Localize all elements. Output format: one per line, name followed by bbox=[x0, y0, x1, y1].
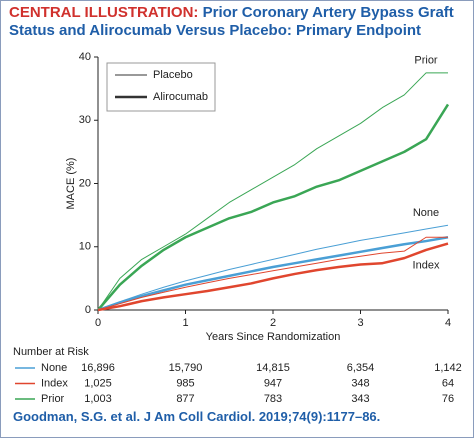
risk-value: 348 bbox=[351, 377, 369, 389]
series-line bbox=[97, 236, 449, 312]
risk-row-label: None bbox=[41, 362, 67, 374]
legend-label: Placebo bbox=[153, 69, 193, 81]
x-tick-label: 2 bbox=[270, 317, 276, 329]
risk-value: 15,790 bbox=[169, 362, 203, 374]
title-text: Prior Coronary Artery Bypass Graft Statu… bbox=[9, 4, 454, 39]
y-tick-label: 10 bbox=[79, 241, 91, 253]
y-tick-label: 0 bbox=[85, 304, 91, 316]
x-tick-label: 0 bbox=[95, 317, 101, 329]
risk-value: 6,354 bbox=[347, 362, 375, 374]
citation: Goodman, S.G. et al. J Am Coll Cardiol. … bbox=[13, 409, 381, 424]
line-label: Index bbox=[413, 259, 440, 271]
title: CENTRAL ILLUSTRATION: Prior Coronary Art… bbox=[9, 4, 465, 40]
risk-value: 1,142 bbox=[434, 362, 462, 374]
risk-value: 985 bbox=[176, 377, 194, 389]
x-tick-label: 1 bbox=[182, 317, 188, 329]
risk-value: 1,025 bbox=[84, 377, 112, 389]
risk-row-label: Prior bbox=[41, 393, 65, 405]
risk-value: 947 bbox=[264, 377, 282, 389]
x-axis-label: Years Since Randomization bbox=[206, 331, 341, 343]
line-label: None bbox=[413, 207, 439, 219]
line-label: Prior bbox=[414, 55, 438, 67]
risk-row-label: Index bbox=[41, 377, 68, 389]
risk-value: 16,896 bbox=[81, 362, 115, 374]
risk-value: 343 bbox=[351, 393, 369, 405]
risk-value: 1,003 bbox=[84, 393, 112, 405]
y-axis-label: MACE (%) bbox=[65, 158, 77, 210]
series-line bbox=[97, 224, 449, 311]
risk-value: 76 bbox=[442, 393, 454, 405]
risk-table-title: Number at Risk bbox=[13, 346, 89, 358]
series-line bbox=[97, 72, 448, 311]
series-line bbox=[97, 103, 450, 311]
x-tick-label: 3 bbox=[357, 317, 363, 329]
legend-box bbox=[106, 62, 216, 112]
risk-value: 64 bbox=[442, 377, 454, 389]
title-label: CENTRAL ILLUSTRATION: bbox=[9, 4, 199, 21]
risk-value: 783 bbox=[264, 393, 282, 405]
legend-label: Alirocumab bbox=[153, 91, 208, 103]
risk-value: 877 bbox=[176, 393, 194, 405]
risk-value: 14,815 bbox=[256, 362, 290, 374]
y-tick-label: 40 bbox=[79, 51, 91, 63]
y-tick-label: 30 bbox=[79, 114, 91, 126]
series-line bbox=[97, 242, 449, 312]
x-tick-label: 4 bbox=[445, 317, 451, 329]
series-line bbox=[97, 236, 448, 311]
y-tick-label: 20 bbox=[79, 177, 91, 189]
